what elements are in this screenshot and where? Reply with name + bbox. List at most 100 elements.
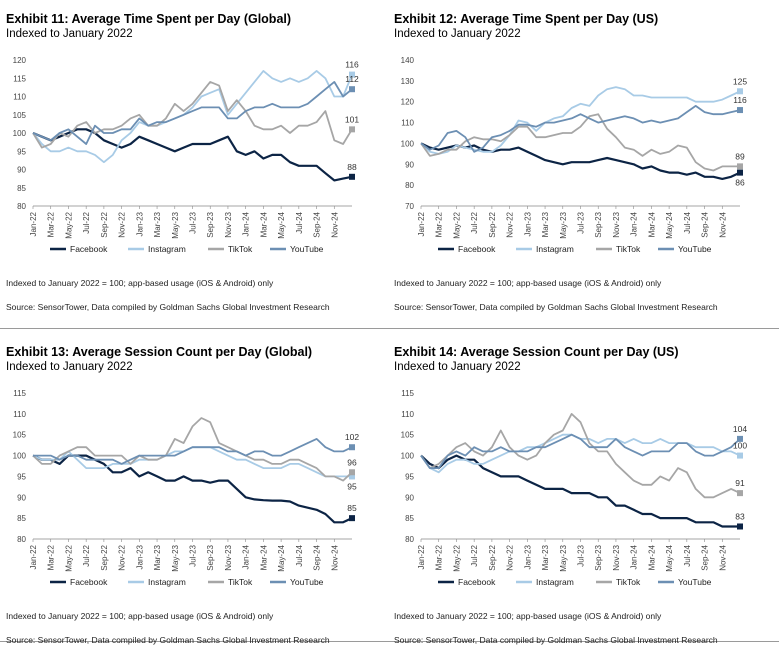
y-tick-label: 110: [13, 410, 26, 419]
instagram-end-marker: [349, 71, 355, 78]
x-tick-label: Sep-23: [594, 211, 603, 237]
youtube-end-marker: [349, 444, 355, 451]
x-tick-label: Sep-24: [701, 211, 710, 237]
y-tick-label: 95: [405, 472, 414, 481]
x-tick-label: Jan-22: [417, 211, 426, 236]
tiktok-end-marker: [737, 163, 743, 170]
x-tick-label: Mar-23: [541, 211, 550, 237]
y-tick-label: 85: [17, 514, 26, 523]
x-tick-label: May-22: [452, 211, 461, 238]
facebook-end-marker: [737, 523, 743, 530]
x-tick-label: Nov-23: [224, 544, 233, 570]
line-chart: 80 85 90 95 100 105 110 115 Jan-22 Mar-22 May-22 Ju…: [13, 389, 360, 587]
x-tick-label: Jan-22: [29, 544, 38, 569]
tiktok-end-marker: [349, 126, 355, 133]
y-tick-label: 100: [13, 452, 27, 461]
youtube-end-marker: [737, 107, 743, 114]
instagram-end-label: 116: [345, 60, 359, 70]
instagram-series-line: [32, 69, 353, 164]
y-tick-label: 85: [405, 514, 414, 523]
x-tick-label: Jul-22: [82, 211, 91, 233]
chart-source: Source: SensorTower, Data compiled by Go…: [394, 635, 718, 645]
x-tick-label: Mar-24: [647, 544, 656, 570]
x-tick-label: May-22: [64, 544, 73, 571]
x-tick-label: Mar-24: [259, 211, 268, 237]
instagram-end-label: 95: [347, 481, 357, 491]
y-tick-label: 90: [17, 166, 26, 175]
chart-note: Indexed to January 2022 = 100; app-based…: [6, 278, 274, 288]
tiktok-series-line: [420, 413, 741, 499]
youtube-end-label: 112: [345, 74, 359, 84]
x-tick-label: Nov-24: [330, 211, 339, 237]
x-tick-label: May-24: [665, 544, 674, 571]
row-divider: [0, 328, 779, 329]
chart-source: Source: SensorTower, Data compiled by Go…: [6, 635, 330, 645]
x-tick-label: Mar-23: [153, 544, 162, 570]
youtube-series-line: [33, 438, 353, 465]
x-tick-label: Nov-23: [224, 211, 233, 237]
y-tick-label: 80: [405, 535, 414, 544]
x-tick-label: Jul-23: [577, 211, 586, 233]
x-tick-label: Sep-24: [701, 544, 710, 570]
x-tick-label: Nov-22: [118, 544, 127, 570]
y-tick-label: 120: [401, 98, 415, 107]
y-tick-label: 105: [13, 111, 27, 120]
x-tick-label: May-24: [277, 544, 286, 571]
tiktok-end-label: 89: [735, 151, 745, 161]
x-tick-label: May-24: [277, 211, 286, 238]
x-tick-label: Jul-23: [189, 544, 198, 566]
chart-title: Exhibit 13: Average Session Count per Da…: [6, 345, 313, 359]
facebook-end-label: 86: [735, 178, 745, 188]
chart-subtitle: Indexed to January 2022: [394, 361, 521, 373]
youtube-end-marker: [737, 435, 743, 442]
line-chart: 70 80 90 100 110 120 130 140 Jan-22 Mar-22 May-22 J…: [401, 56, 748, 254]
tiktok-series-line: [32, 81, 353, 149]
x-tick-label: Jul-22: [470, 211, 479, 233]
y-tick-label: 90: [405, 160, 414, 169]
legend-label-facebook: Facebook: [458, 244, 496, 254]
chart-subtitle: Indexed to January 2022: [394, 28, 521, 40]
facebook-end-marker: [737, 169, 743, 176]
instagram-end-label: 100: [733, 441, 747, 451]
line-chart: 80 85 90 95 100 105 110 115 120 Jan-22 Mar-22 May-2…: [13, 56, 360, 254]
x-tick-label: Jan-23: [523, 544, 532, 569]
instagram-end-marker: [737, 88, 743, 95]
legend-label-instagram: Instagram: [148, 577, 186, 587]
legend-label-instagram: Instagram: [536, 244, 574, 254]
chart-note: Indexed to January 2022 = 100; app-based…: [394, 611, 662, 621]
x-tick-label: Mar-23: [541, 544, 550, 570]
x-tick-label: Sep-22: [100, 211, 109, 237]
x-tick-label: Jan-23: [135, 544, 144, 569]
legend-label-facebook: Facebook: [458, 577, 496, 587]
x-tick-label: Nov-24: [718, 211, 727, 237]
tiktok-end-label: 96: [347, 457, 357, 467]
x-tick-label: Mar-22: [47, 211, 56, 237]
x-tick-label: May-23: [171, 211, 180, 238]
y-tick-label: 140: [401, 56, 415, 65]
youtube-end-label: 116: [733, 95, 747, 105]
chart-title: Exhibit 12: Average Time Spent per Day (…: [394, 12, 659, 26]
y-tick-label: 105: [401, 431, 415, 440]
x-tick-label: Mar-22: [435, 211, 444, 237]
y-tick-label: 90: [17, 493, 26, 502]
x-tick-label: Jan-22: [29, 211, 38, 236]
facebook-end-marker: [349, 173, 355, 180]
legend-label-tiktok: TikTok: [228, 577, 253, 587]
youtube-series-line: [420, 105, 741, 153]
y-tick-label: 80: [17, 202, 26, 211]
x-tick-label: Mar-22: [435, 544, 444, 570]
chart-subtitle: Indexed to January 2022: [6, 28, 133, 40]
y-tick-label: 70: [405, 202, 414, 211]
x-tick-label: Jul-24: [295, 211, 304, 233]
x-tick-label: Mar-22: [47, 544, 56, 570]
x-tick-label: Jul-24: [683, 544, 692, 566]
y-tick-label: 85: [17, 184, 26, 193]
instagram-end-marker: [349, 473, 355, 480]
x-tick-label: Nov-22: [506, 544, 515, 570]
tiktok-end-label: 91: [735, 478, 745, 488]
facebook-end-marker: [349, 515, 355, 522]
x-tick-label: Sep-24: [313, 544, 322, 570]
x-tick-label: Nov-23: [612, 544, 621, 570]
x-tick-label: Nov-24: [330, 544, 339, 570]
tiktok-end-label: 101: [345, 114, 359, 124]
